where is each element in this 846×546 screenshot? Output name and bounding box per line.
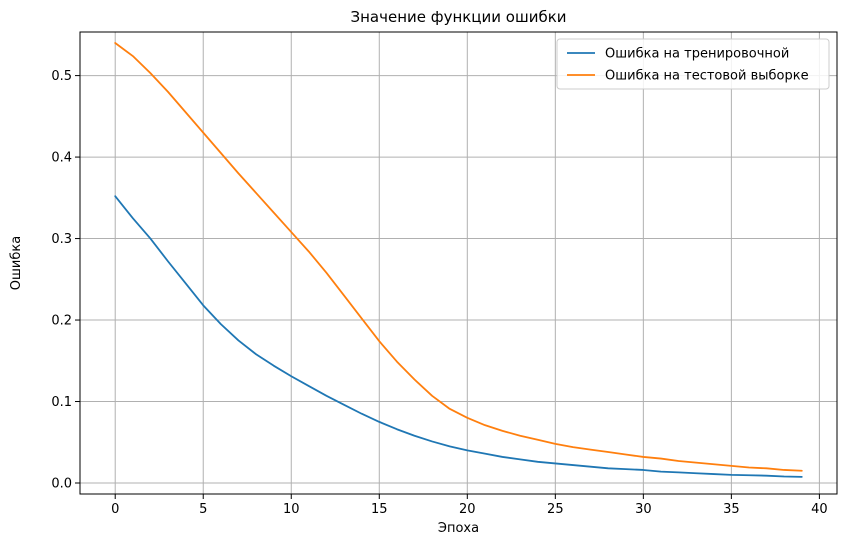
legend-label: Ошибка на тренировочной bbox=[605, 47, 789, 62]
x-tick-label: 20 bbox=[459, 502, 476, 517]
legend: Ошибка на тренировочной Ошибка на тестово… bbox=[556, 38, 830, 90]
x-tick-label: 10 bbox=[283, 502, 300, 517]
y-axis-ticks: 0.0 0.1 0.2 0.3 0.4 0.5 bbox=[51, 69, 80, 492]
y-tick-label: 0.5 bbox=[51, 69, 72, 84]
chart-title: Значение функции ошибки bbox=[350, 8, 566, 26]
x-tick-label: 0 bbox=[111, 502, 119, 517]
legend-box bbox=[556, 38, 830, 90]
x-tick-label: 40 bbox=[811, 502, 828, 517]
x-axis-ticks: 0 5 10 15 20 25 30 35 40 bbox=[111, 494, 828, 517]
y-tick-label: 0.3 bbox=[51, 232, 72, 247]
series-group bbox=[114, 42, 803, 478]
x-axis-label: Эпоха bbox=[438, 521, 479, 536]
series-line-test bbox=[114, 42, 803, 472]
x-tick-label: 25 bbox=[547, 502, 564, 517]
series-line-train bbox=[114, 195, 803, 478]
x-tick-label: 30 bbox=[635, 502, 652, 517]
x-tick-label: 5 bbox=[199, 502, 207, 517]
grid bbox=[80, 32, 837, 494]
y-tick-label: 0.2 bbox=[51, 314, 72, 329]
y-tick-label: 0.1 bbox=[51, 395, 72, 410]
x-tick-label: 35 bbox=[723, 502, 740, 517]
y-tick-label: 0.0 bbox=[51, 477, 72, 492]
x-tick-label: 15 bbox=[371, 502, 388, 517]
legend-label: Ошибка на тестовой выборке bbox=[605, 69, 809, 84]
y-axis-label: Ошибка bbox=[9, 236, 24, 290]
y-tick-label: 0.4 bbox=[51, 151, 72, 166]
plot-frame bbox=[79, 31, 838, 495]
